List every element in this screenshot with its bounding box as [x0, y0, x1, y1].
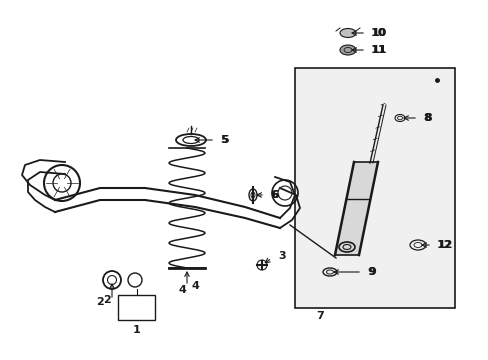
Text: 10: 10 — [371, 28, 386, 38]
Text: 11: 11 — [371, 45, 386, 55]
Text: 3: 3 — [278, 251, 285, 261]
Text: 12: 12 — [436, 240, 451, 250]
Bar — [118, 295, 155, 320]
Ellipse shape — [339, 28, 355, 37]
Text: 5: 5 — [221, 135, 228, 145]
Text: 9: 9 — [366, 267, 374, 277]
Text: 4: 4 — [178, 285, 185, 295]
Text: 4: 4 — [192, 281, 200, 291]
Text: 6: 6 — [269, 190, 277, 200]
Text: 1: 1 — [132, 325, 140, 335]
Text: 2: 2 — [103, 295, 111, 305]
Text: 2: 2 — [96, 297, 103, 307]
Ellipse shape — [339, 45, 355, 55]
Text: 7: 7 — [315, 311, 323, 321]
Text: 10: 10 — [370, 28, 386, 38]
Text: 9: 9 — [367, 267, 375, 277]
Polygon shape — [334, 162, 377, 255]
Text: 8: 8 — [422, 113, 430, 123]
Text: 12: 12 — [437, 240, 452, 250]
Text: 5: 5 — [220, 135, 227, 145]
Text: 8: 8 — [423, 113, 431, 123]
Bar — [294, 68, 454, 308]
Text: 6: 6 — [270, 190, 278, 200]
Text: 11: 11 — [370, 45, 386, 55]
